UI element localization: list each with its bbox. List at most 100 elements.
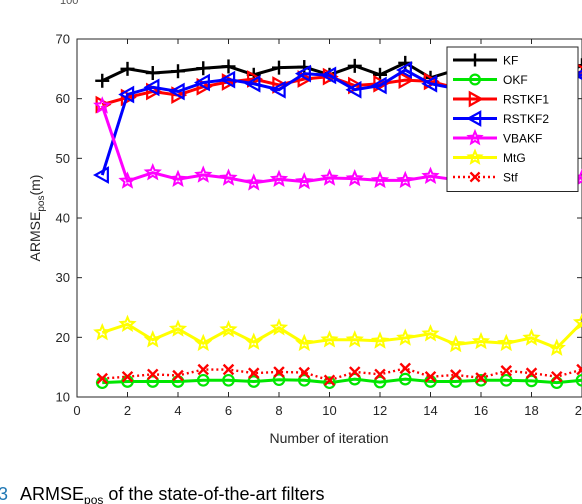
series-stf bbox=[96, 362, 582, 387]
data-point bbox=[143, 330, 162, 348]
data-point bbox=[450, 369, 462, 381]
data-point bbox=[272, 60, 286, 75]
legend-label: MtG bbox=[503, 151, 526, 165]
legend-item: VBAKF bbox=[453, 128, 542, 146]
svg-text:ARMSEpos(m): ARMSEpos(m) bbox=[27, 175, 47, 262]
x-tick-label: 0 bbox=[73, 403, 80, 418]
x-tick-label: 10 bbox=[322, 403, 336, 418]
figure-number: 3 bbox=[0, 484, 8, 504]
data-point bbox=[272, 373, 286, 387]
legend-item: KF bbox=[453, 53, 518, 68]
legend-label: RSTKF1 bbox=[503, 93, 549, 107]
legend-swatch-marker bbox=[466, 128, 484, 146]
legend-swatch-marker bbox=[468, 90, 484, 108]
x-tick-label: 16 bbox=[474, 403, 488, 418]
x-tick-label: 2 bbox=[124, 403, 131, 418]
data-point bbox=[475, 372, 487, 384]
y-axis-label-unit: (m) bbox=[27, 175, 43, 196]
data-point bbox=[193, 73, 210, 92]
data-point bbox=[399, 362, 411, 375]
data-point bbox=[424, 370, 437, 383]
data-point bbox=[320, 168, 339, 186]
y-axis-label-main: ARMSE bbox=[27, 212, 43, 262]
legend-swatch-marker bbox=[466, 148, 484, 165]
series-mtg bbox=[93, 312, 582, 356]
data-point bbox=[121, 370, 134, 383]
data-point bbox=[298, 366, 310, 379]
data-point bbox=[547, 338, 566, 356]
data-point bbox=[222, 363, 235, 376]
data-point bbox=[525, 374, 538, 388]
data-point bbox=[522, 328, 541, 346]
legend-label: RSTKF2 bbox=[503, 112, 549, 126]
y-tick-label: 70 bbox=[56, 32, 70, 47]
x-tick-label: 20 bbox=[575, 403, 582, 418]
x-tick-label: 4 bbox=[174, 403, 181, 418]
data-point bbox=[171, 64, 185, 79]
data-point bbox=[500, 364, 512, 377]
legend-item: RSTKF1 bbox=[453, 90, 549, 108]
data-point bbox=[396, 170, 415, 189]
data-point bbox=[345, 80, 362, 99]
data-point bbox=[497, 333, 516, 352]
data-point bbox=[219, 319, 238, 338]
data-point bbox=[244, 74, 261, 93]
caption-text: ARMSE bbox=[20, 484, 84, 504]
data-point bbox=[572, 312, 582, 331]
data-point bbox=[196, 373, 210, 387]
data-point bbox=[168, 169, 188, 187]
figure-caption: 3 ARMSEpos of the state-of-the-art filter… bbox=[0, 484, 324, 504]
data-point bbox=[95, 73, 110, 88]
caption-subscript: pos bbox=[84, 493, 103, 504]
top-text-fragment: 100 bbox=[60, 0, 78, 7]
data-point bbox=[194, 333, 213, 352]
data-point bbox=[320, 66, 337, 85]
data-point bbox=[320, 330, 339, 348]
data-point bbox=[168, 82, 185, 101]
legend-item: RSTKF2 bbox=[453, 110, 549, 127]
data-point bbox=[373, 375, 387, 389]
y-axis-label: ARMSEpos(m) bbox=[27, 175, 47, 262]
data-point bbox=[247, 375, 261, 388]
data-point bbox=[196, 61, 211, 76]
data-point bbox=[244, 173, 263, 191]
data-point bbox=[168, 319, 188, 337]
y-tick-label: 20 bbox=[56, 330, 70, 345]
data-point bbox=[194, 165, 213, 183]
data-point bbox=[499, 373, 513, 387]
legend-swatch-marker bbox=[466, 110, 482, 127]
series-line bbox=[102, 367, 582, 382]
legend-label: OKF bbox=[503, 73, 528, 87]
data-point bbox=[345, 330, 364, 348]
x-tick-label: 6 bbox=[225, 403, 232, 418]
data-point bbox=[118, 85, 135, 104]
legend-item: OKF bbox=[453, 73, 528, 87]
y-axis-label-sub: pos bbox=[36, 196, 47, 212]
data-point bbox=[93, 322, 112, 341]
data-point bbox=[146, 375, 160, 388]
data-point bbox=[297, 373, 311, 387]
data-point bbox=[348, 372, 362, 386]
data-point bbox=[349, 366, 361, 378]
legend-label: KF bbox=[503, 54, 518, 68]
data-point bbox=[197, 363, 209, 376]
data-point bbox=[525, 367, 538, 379]
data-point bbox=[96, 372, 108, 385]
data-point bbox=[572, 69, 582, 80]
data-point bbox=[576, 363, 582, 376]
data-point bbox=[575, 373, 582, 387]
y-tick-label: 10 bbox=[56, 390, 70, 405]
data-point bbox=[295, 171, 314, 190]
data-point bbox=[120, 61, 135, 76]
data-point bbox=[396, 328, 415, 346]
x-tick-label: 14 bbox=[423, 403, 437, 418]
legend-item: Stf bbox=[453, 171, 518, 185]
legend: KF OKF RSTKF1 RSTKF2 VBAKF MtG Stf bbox=[446, 46, 579, 192]
data-point bbox=[143, 163, 162, 181]
series-okf bbox=[95, 372, 582, 390]
data-point bbox=[474, 373, 488, 387]
data-point bbox=[172, 369, 184, 382]
data-point bbox=[244, 332, 263, 350]
x-axis-label: Number of iteration bbox=[269, 430, 388, 446]
data-point bbox=[118, 171, 137, 189]
